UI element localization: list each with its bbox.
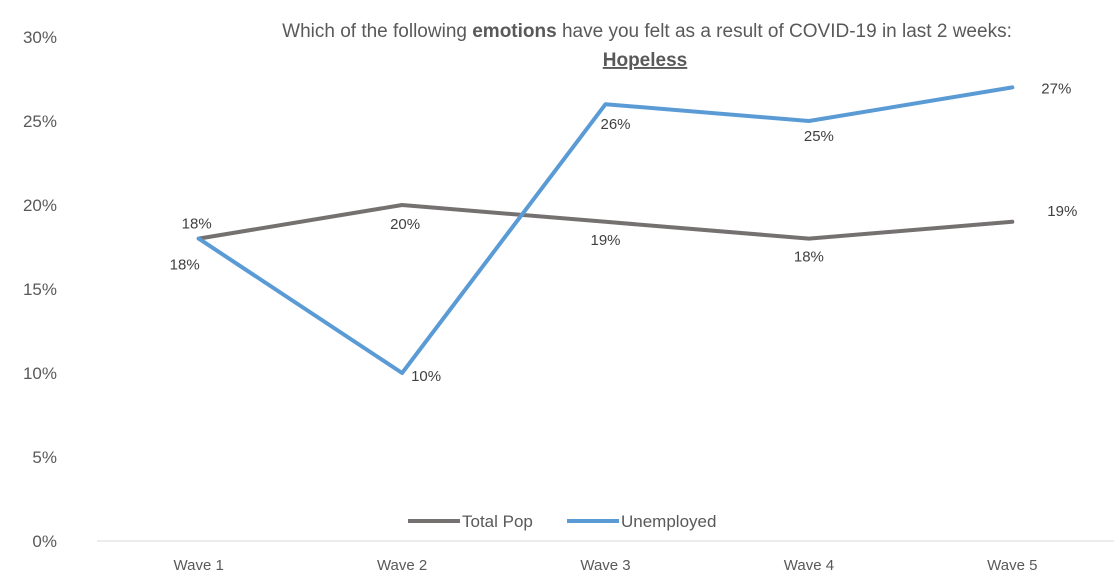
y-tick-label: 0% <box>32 532 57 551</box>
chart-subtitle: Hopeless <box>603 50 687 71</box>
y-tick-label: 10% <box>23 364 57 383</box>
data-label: 20% <box>390 216 420 233</box>
data-label: 25% <box>804 128 834 145</box>
series-layer <box>196 85 1015 375</box>
series-line-total-pop <box>196 203 1015 241</box>
legend-label: Unemployed <box>621 512 716 531</box>
svg-text:Which of the following emotion: Which of the following emotions have you… <box>282 21 1012 42</box>
y-tick-label: 15% <box>23 280 57 299</box>
title-part-emphasis: emotions <box>472 21 556 42</box>
y-axis: 0% 5% 10% 15% 20% 25% 30% <box>23 28 57 551</box>
y-tick-label: 25% <box>23 112 57 131</box>
title-part-3: have you felt as a result of COVID-19 in… <box>557 21 1012 42</box>
y-tick-label: 30% <box>23 28 57 47</box>
data-label: 26% <box>600 116 630 133</box>
data-label: 19% <box>1047 203 1077 220</box>
data-label: 18% <box>182 216 212 233</box>
x-tick-label: Wave 2 <box>377 557 427 574</box>
title-part-1: Which of the following <box>282 21 472 42</box>
x-tick-label: Wave 4 <box>784 557 834 574</box>
x-tick-label: Wave 3 <box>580 557 630 574</box>
y-tick-label: 20% <box>23 196 57 215</box>
chart-title: Which of the following emotions have you… <box>282 21 1012 71</box>
data-label: 18% <box>170 257 200 274</box>
legend-label: Total Pop <box>462 512 533 531</box>
legend: Total Pop Unemployed <box>408 512 716 531</box>
data-label: 18% <box>794 249 824 266</box>
data-labels: 18% 20% 19% 18% 19% 18% 10% 26% 25% 27% <box>170 80 1078 385</box>
data-label: 19% <box>590 232 620 249</box>
x-tick-label: Wave 5 <box>987 557 1037 574</box>
series-line-unemployed <box>196 85 1015 375</box>
data-label: 10% <box>411 368 441 385</box>
x-tick-label: Wave 1 <box>174 557 224 574</box>
y-tick-label: 5% <box>32 448 57 467</box>
data-label: 27% <box>1041 80 1071 97</box>
x-axis: Wave 1 Wave 2 Wave 3 Wave 4 Wave 5 <box>97 540 1114 574</box>
